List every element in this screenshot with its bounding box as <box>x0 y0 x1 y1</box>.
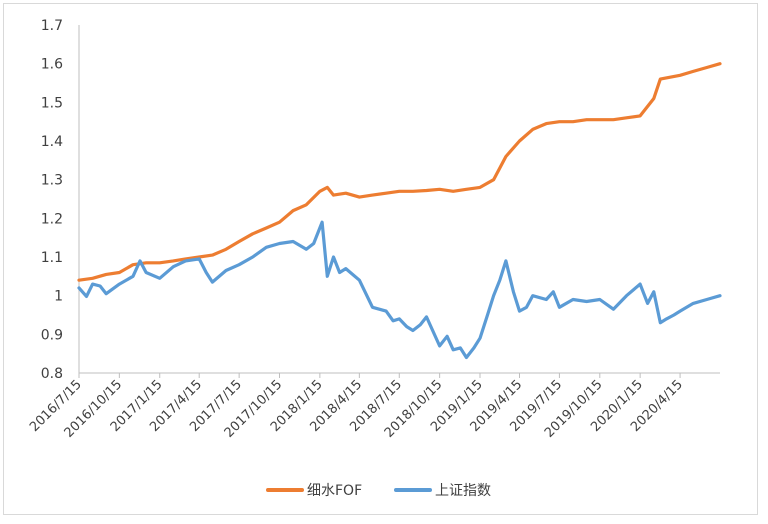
legend-label-2: 上证指数 <box>435 483 491 499</box>
y-tick-label: 1.4 <box>41 134 63 150</box>
legend: 细水FOF 上证指数 <box>266 483 491 499</box>
y-tick-label: 1.5 <box>41 95 63 111</box>
series-line-2 <box>77 220 722 360</box>
y-tick-label: 1.6 <box>41 57 63 73</box>
series-line-1 <box>77 62 722 282</box>
y-tick-label: 0.9 <box>41 327 63 343</box>
y-tick-label: 1 <box>54 289 63 305</box>
y-tick-label: 1.1 <box>41 250 63 266</box>
axes-group: 0.80.911.11.21.31.41.51.61.72016/7/15201… <box>27 18 720 441</box>
y-tick-label: 1.3 <box>41 173 63 189</box>
y-tick-label: 1.2 <box>41 211 63 227</box>
chart-frame <box>3 3 758 515</box>
legend-label-1: 细水FOF <box>307 483 362 499</box>
y-tick-label: 0.8 <box>41 366 63 382</box>
series-group <box>77 62 722 360</box>
y-tick-label: 1.7 <box>41 18 63 34</box>
